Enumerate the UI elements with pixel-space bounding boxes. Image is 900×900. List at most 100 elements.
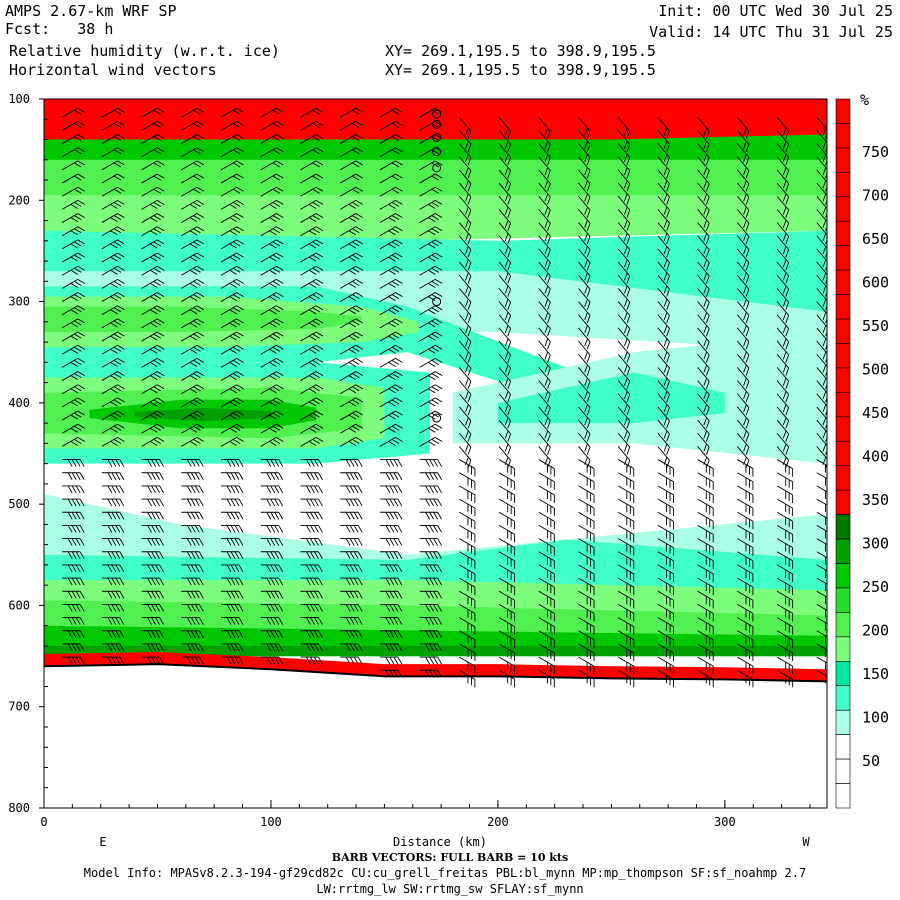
barb-feather: [355, 318, 363, 324]
barb-feather: [276, 160, 284, 166]
barb-feather: [278, 591, 284, 599]
barb-feather: [226, 525, 232, 533]
wind-barb: [260, 160, 284, 171]
barb-feather: [117, 239, 125, 245]
barb-feather: [67, 656, 73, 665]
barb-feather: [308, 414, 317, 420]
barb-feather: [270, 617, 276, 625]
barb-feather: [159, 564, 164, 573]
barb-feather: [71, 551, 77, 559]
barb-feather: [74, 373, 82, 379]
wind-barb: [260, 498, 284, 507]
barb-staff: [260, 371, 277, 381]
wind-barb: [340, 656, 363, 665]
wind-barb: [340, 590, 363, 599]
colorbar-label: 550: [862, 317, 889, 335]
barb-feather: [226, 459, 232, 467]
wind-barb: [300, 371, 324, 381]
barb-feather: [276, 397, 284, 403]
wind-barb: [101, 617, 125, 625]
barb-feather: [236, 160, 244, 166]
wind-barb: [62, 643, 85, 652]
barb-feather: [70, 388, 79, 394]
wind-barb: [339, 358, 363, 368]
barb-feather: [314, 485, 319, 494]
wind-barb: [300, 331, 324, 342]
wind-barb: [221, 551, 244, 559]
barb-staff: [260, 239, 277, 250]
barb-feather: [391, 149, 400, 155]
barb-feather: [278, 472, 284, 480]
barb-feather: [266, 551, 272, 559]
barb-feather: [318, 630, 323, 638]
barb-staff: [379, 107, 396, 118]
barb-feather: [232, 333, 241, 339]
wind-barb: [300, 630, 323, 638]
barb-feather: [189, 348, 198, 354]
barb-feather: [75, 591, 81, 599]
barb-staff: [220, 384, 237, 395]
barb-feather: [226, 512, 232, 520]
barb-feather: [193, 425, 201, 431]
barb-staff: [141, 410, 158, 421]
wind-barb: [220, 305, 244, 316]
barb-feather: [196, 331, 205, 337]
wind-barb: [141, 472, 164, 480]
barb-feather: [198, 538, 204, 546]
barb-feather: [153, 386, 161, 392]
barb-staff: [260, 213, 277, 223]
barb-staff: [260, 279, 277, 289]
barb-feather: [111, 577, 117, 586]
barb-feather: [159, 604, 164, 612]
barb-feather: [151, 630, 156, 638]
barb-feather: [71, 630, 77, 638]
barb-feather: [310, 498, 315, 507]
wind-barb: [300, 265, 324, 276]
barb-feather: [314, 577, 319, 586]
barb-feather: [159, 617, 164, 625]
barb-staff: [260, 173, 277, 184]
barb-feather: [348, 441, 357, 446]
barb-feather: [115, 604, 121, 612]
barb-feather: [238, 498, 244, 507]
barb-feather: [349, 485, 355, 494]
barb-staff: [61, 186, 78, 197]
wind-barb: [141, 423, 165, 434]
barb-staff: [220, 121, 237, 131]
barb-staff: [260, 160, 277, 171]
barb-feather: [234, 617, 240, 625]
wind-barb: [181, 656, 204, 665]
barb-feather: [186, 643, 192, 652]
barb-feather: [272, 346, 281, 352]
barb-feather: [74, 136, 82, 142]
barb-feather: [829, 640, 836, 648]
wind-barb: [141, 173, 165, 184]
wind-barb: [61, 384, 85, 395]
barb-feather: [312, 123, 320, 128]
barb-feather: [352, 202, 360, 207]
barb-feather: [270, 512, 276, 520]
barb-feather: [352, 254, 360, 260]
barb-feather: [345, 591, 351, 599]
barb-feather: [150, 217, 158, 223]
barb-feather: [67, 604, 73, 612]
barb-feather: [79, 512, 85, 520]
barb-feather: [357, 485, 363, 494]
barb-feather: [352, 241, 360, 247]
barb-feather: [230, 604, 236, 612]
barb-feather: [348, 256, 357, 262]
barb-feather: [74, 320, 82, 326]
barb-feather: [117, 423, 125, 429]
wind-barb: [339, 331, 363, 342]
barb-staff: [181, 279, 198, 289]
colorbar-segment: [835, 734, 851, 760]
wind-barb: [221, 603, 244, 612]
barb-feather: [115, 656, 121, 665]
wind-barb: [300, 318, 324, 329]
barb-feather: [107, 498, 113, 507]
wind-barb: [221, 617, 244, 625]
barb-feather: [278, 577, 284, 586]
barb-feather: [119, 630, 125, 638]
barb-feather: [77, 371, 85, 377]
barb-feather: [276, 107, 284, 113]
